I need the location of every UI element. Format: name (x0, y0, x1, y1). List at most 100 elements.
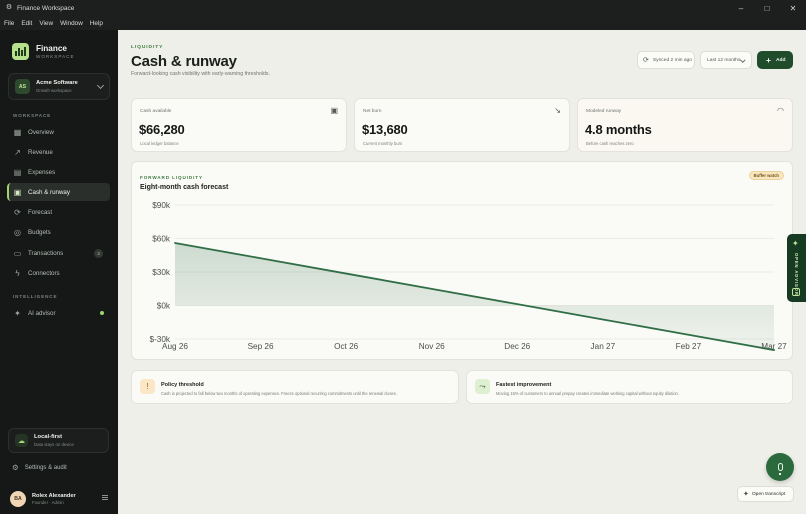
kpi-label: Net burn (363, 109, 382, 114)
page-title: Cash & runway (131, 53, 237, 70)
cloud-icon: ☁ (15, 434, 28, 447)
sidebar-item-label: Cash & runway (28, 188, 70, 196)
sidebar-item-label: Expenses (28, 168, 56, 176)
sidebar-item-budgets[interactable]: ◎ Budgets (7, 223, 110, 241)
add-label: Add (775, 57, 786, 63)
menu-edit[interactable]: Edit (21, 19, 33, 27)
wallet-icon: ▣ (13, 187, 22, 197)
x-tick-label: Nov 26 (419, 342, 445, 351)
advisor-tab-label: OPEN ADVISOR (794, 253, 799, 296)
fastest-improvement-note: ⤳ Fastest improvement Moving 15% of cust… (466, 370, 793, 404)
settings-label: Settings & audit (24, 464, 67, 471)
trend-icon: ↗ (14, 147, 21, 157)
sparkle-icon: ✦ (14, 308, 21, 318)
menu-file[interactable]: File (4, 19, 15, 27)
kpi-label: Cash available (140, 109, 172, 114)
kpi-value: $13,680 (362, 122, 408, 137)
panel-icon (792, 288, 800, 296)
book-icon: ▭ (13, 248, 22, 258)
kpi-subtitle: Before cash reaches zero (586, 141, 634, 146)
x-tick-label: Sep 26 (248, 342, 274, 351)
nav-section-intelligence: INTELLIGENCE (13, 294, 58, 299)
window-title: Finance Workspace (17, 4, 75, 12)
org-switcher[interactable]: AS Acme Software Growth workspace (8, 73, 110, 100)
brand-name: Finance (36, 44, 67, 53)
sidebar-item-connectors[interactable]: ϟ Connectors (7, 264, 110, 282)
sidebar-item-label: AI advisor (28, 309, 56, 317)
sync-label: Synced 2 min ago (652, 57, 693, 63)
policy-threshold-note: ! Policy threshold Cash is projected to … (131, 370, 459, 404)
sidebar-item-label: Budgets (28, 228, 51, 236)
chevron-down-icon (96, 81, 105, 90)
wallet-icon: ▣ (330, 106, 338, 115)
microphone-button[interactable] (766, 453, 794, 481)
forecast-title: Eight-month cash forecast (140, 184, 229, 191)
refresh-icon: ⟳ (643, 57, 649, 64)
forecast-card: FORWARD LIQUIDITY Eight-month cash forec… (131, 161, 793, 360)
sparkle-icon: ✦ (743, 491, 749, 498)
x-tick-label: Dec 26 (504, 342, 530, 351)
sync-button[interactable]: ⟳ Synced 2 min ago (637, 51, 695, 69)
date-range-select[interactable]: Last 12 months (700, 51, 752, 69)
sidebar-item-transactions[interactable]: ▭ Transactions 3 (7, 244, 110, 262)
org-avatar: AS (15, 79, 30, 94)
sidebar: Finance WORKSPACE AS Acme Software Growt… (0, 30, 118, 514)
transactions-count-badge: 3 (94, 248, 103, 258)
alert-icon: ! (140, 379, 155, 394)
minimize-icon[interactable]: – (738, 3, 744, 13)
user-name: Rolex Alexander (32, 492, 76, 499)
local-first-subtitle: Data stays on device (34, 441, 74, 447)
gear-icon: ⚙ (12, 463, 19, 472)
maximize-icon[interactable]: □ (764, 3, 770, 13)
sidebar-item-label: Transactions (28, 249, 64, 257)
chevron-down-icon (739, 57, 745, 63)
sidebar-item-forecast[interactable]: ⟳ Forecast (7, 203, 110, 221)
open-transcript-button[interactable]: ✦ Open transcript (737, 486, 794, 502)
brand-logo-icon (12, 43, 29, 60)
note-description: Moving 15% of customers to annual prepay… (496, 391, 679, 396)
y-tick-label: $90k (152, 201, 171, 210)
y-tick-label: $60k (152, 235, 171, 244)
sidebar-item-cash-runway[interactable]: ▣ Cash & runway (7, 183, 110, 201)
forecast-line (174, 242, 775, 351)
bolt-icon: ϟ (15, 268, 20, 278)
menu-view[interactable]: View (39, 19, 54, 27)
forecast-icon: ⟳ (14, 207, 21, 217)
sidebar-item-revenue[interactable]: ↗ Revenue (7, 143, 110, 161)
user-profile[interactable]: BA Rolex Alexander Founder · Admin (10, 489, 110, 509)
x-tick-label: Feb 27 (676, 342, 702, 351)
status-badge: Buffer watch (748, 171, 784, 180)
menu-window[interactable]: Window (60, 19, 83, 27)
app-gear-icon: ⚙ (5, 4, 13, 11)
kpi-cash-available: Cash available $66,280 Local ledger bala… (131, 98, 347, 152)
sidebar-item-ai-advisor[interactable]: ✦ AI advisor (7, 304, 110, 322)
sidebar-item-expenses[interactable]: ▤ Expenses (7, 163, 110, 181)
open-advisor-tab[interactable]: ✦ OPEN ADVISOR (787, 234, 806, 302)
kpi-subtitle: Current monthly burn (363, 141, 403, 146)
y-tick-label: $-30k (150, 335, 171, 344)
close-icon[interactable]: ✕ (789, 3, 797, 13)
receipt-icon: ▤ (13, 167, 22, 177)
kpi-modeled-runway: Modeled runway 4.8 months Before cash re… (577, 98, 793, 152)
plus-icon: + (766, 55, 771, 65)
microphone-icon (777, 463, 783, 475)
window-controls: – □ ✕ (728, 0, 806, 16)
local-first-title: Local-first (34, 434, 63, 441)
menu-help[interactable]: Help (89, 19, 103, 27)
trend-down-icon: ↘ (554, 106, 561, 115)
y-tick-label: $0k (157, 302, 171, 311)
settings-audit-link[interactable]: ⚙ Settings & audit (12, 463, 67, 472)
local-first-card: ☁ Local-first Data stays on device (8, 428, 109, 453)
page-eyebrow: LIQUIDITY (131, 45, 164, 50)
note-description: Cash is projected to fall below two mont… (161, 391, 397, 396)
route-icon: ⤳ (475, 379, 490, 394)
sidebar-item-overview[interactable]: ▦ Overview (7, 123, 110, 141)
sparkle-icon: ✦ (792, 239, 799, 248)
note-title: Policy threshold (161, 382, 204, 388)
note-title: Fastest improvement (496, 382, 552, 388)
page-subtitle: Forward-looking cash visibility with ear… (131, 71, 270, 77)
sidebar-item-label: Revenue (28, 148, 53, 156)
gauge-icon: ◠ (777, 106, 784, 115)
menu-icon[interactable] (102, 495, 108, 500)
add-button[interactable]: + Add (757, 51, 793, 69)
